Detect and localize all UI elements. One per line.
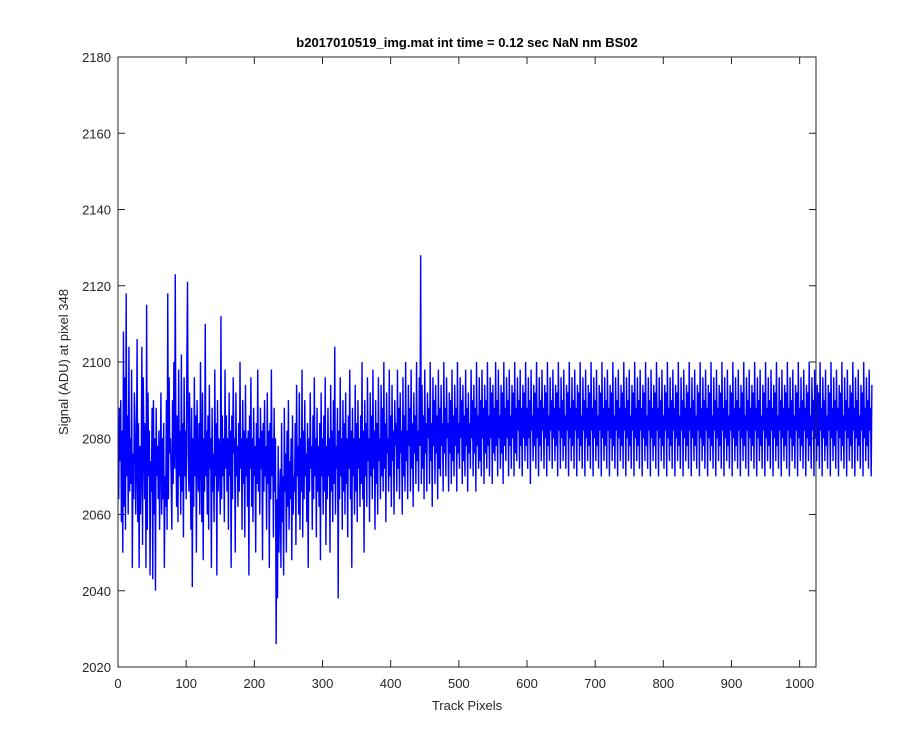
y-axis-label: Signal (ADU) at pixel 348 xyxy=(56,289,71,435)
x-tick-label: 1000 xyxy=(785,676,814,691)
y-tick-label: 2040 xyxy=(82,584,111,599)
plot-area-border xyxy=(117,56,817,668)
x-tick-label: 300 xyxy=(312,676,334,691)
y-tick-label: 2100 xyxy=(82,355,111,370)
x-tick-label: 400 xyxy=(380,676,402,691)
chart-title: b2017010519_img.mat int time = 0.12 sec … xyxy=(296,35,637,50)
x-tick-label: 800 xyxy=(652,676,674,691)
y-tick-label: 2180 xyxy=(82,50,111,65)
x-tick-label: 700 xyxy=(584,676,606,691)
y-tick-label: 2160 xyxy=(82,126,111,141)
y-tick-label: 2120 xyxy=(82,279,111,294)
ticks-layer: 0 100 200 300 400 500 600 700 800 900 1000 2020 2040… xyxy=(82,50,816,691)
y-tick-label: 2080 xyxy=(82,431,111,446)
y-tick-label: 2020 xyxy=(82,660,111,675)
y-tick-label: 2060 xyxy=(82,508,111,523)
x-tick-label: 900 xyxy=(721,676,743,691)
x-tick-label: 100 xyxy=(175,676,197,691)
x-tick-label: 200 xyxy=(243,676,265,691)
x-tick-label: 600 xyxy=(516,676,538,691)
series-layer xyxy=(117,255,873,645)
x-tick-label: 0 xyxy=(114,676,121,691)
series-line-0 xyxy=(117,255,873,645)
x-axis-label: Track Pixels xyxy=(432,698,503,713)
y-tick-label: 2140 xyxy=(82,203,111,218)
x-tick-label: 500 xyxy=(448,676,470,691)
